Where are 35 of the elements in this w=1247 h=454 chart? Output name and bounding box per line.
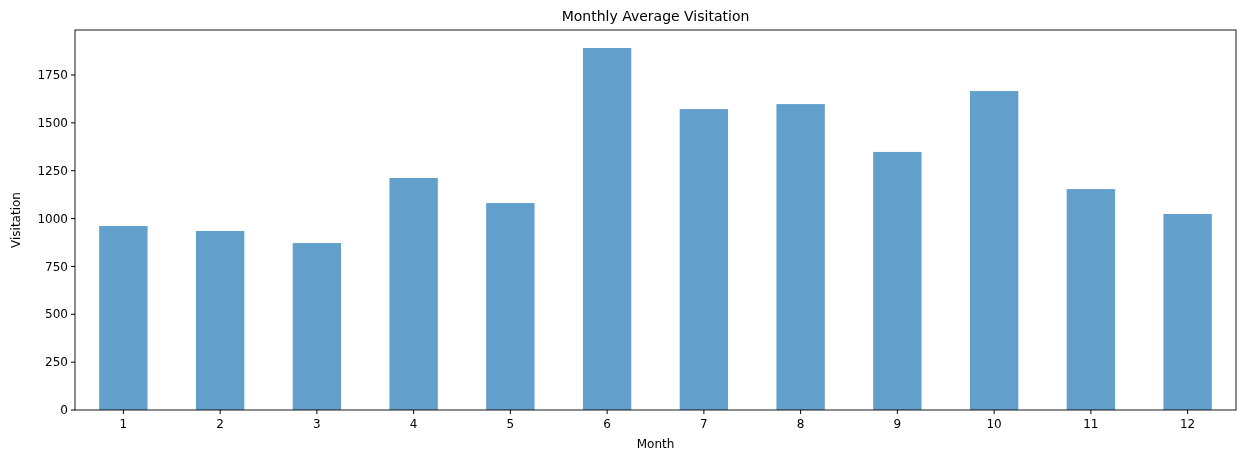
bar [195, 231, 245, 410]
bar [486, 203, 535, 410]
y-tick-label: 1250 [37, 163, 68, 178]
x-tick-label: 9 [893, 417, 902, 431]
x-tick-label: 7 [700, 417, 708, 431]
chart-title: Monthly Average Visitation [561, 8, 750, 24]
bar [679, 109, 729, 410]
bar [99, 226, 148, 410]
y-tick-label: 1750 [37, 68, 68, 83]
y-tick-label: 750 [45, 259, 68, 274]
bar [1066, 189, 1116, 410]
bar [873, 151, 922, 410]
x-tick-label: 5 [506, 417, 515, 431]
bar [969, 91, 1019, 410]
x-tick-label: 11 [1083, 417, 1099, 431]
bar [1163, 213, 1212, 410]
y-tick-label: 500 [45, 307, 68, 322]
x-tick-label: 3 [313, 417, 321, 431]
x-tick-label: 2 [216, 417, 224, 431]
bar [292, 243, 342, 410]
y-axis-title: Visitation [9, 192, 23, 248]
y-tick-label: 0 [60, 403, 68, 418]
x-tick-label: 8 [796, 417, 805, 431]
x-tick-label: 4 [409, 417, 418, 431]
y-tick-label: 1500 [37, 116, 68, 131]
x-axis-title: Month [636, 437, 675, 451]
x-tick-label: 1 [119, 417, 128, 431]
x-tick-label: 10 [986, 417, 1002, 431]
bar [582, 48, 632, 410]
x-tick-label: 6 [603, 417, 611, 431]
bar [389, 177, 438, 410]
x-tick-label: 12 [1179, 417, 1196, 431]
y-tick-label: 250 [45, 355, 68, 370]
bar [776, 104, 825, 410]
y-tick-label: 1000 [37, 211, 68, 226]
